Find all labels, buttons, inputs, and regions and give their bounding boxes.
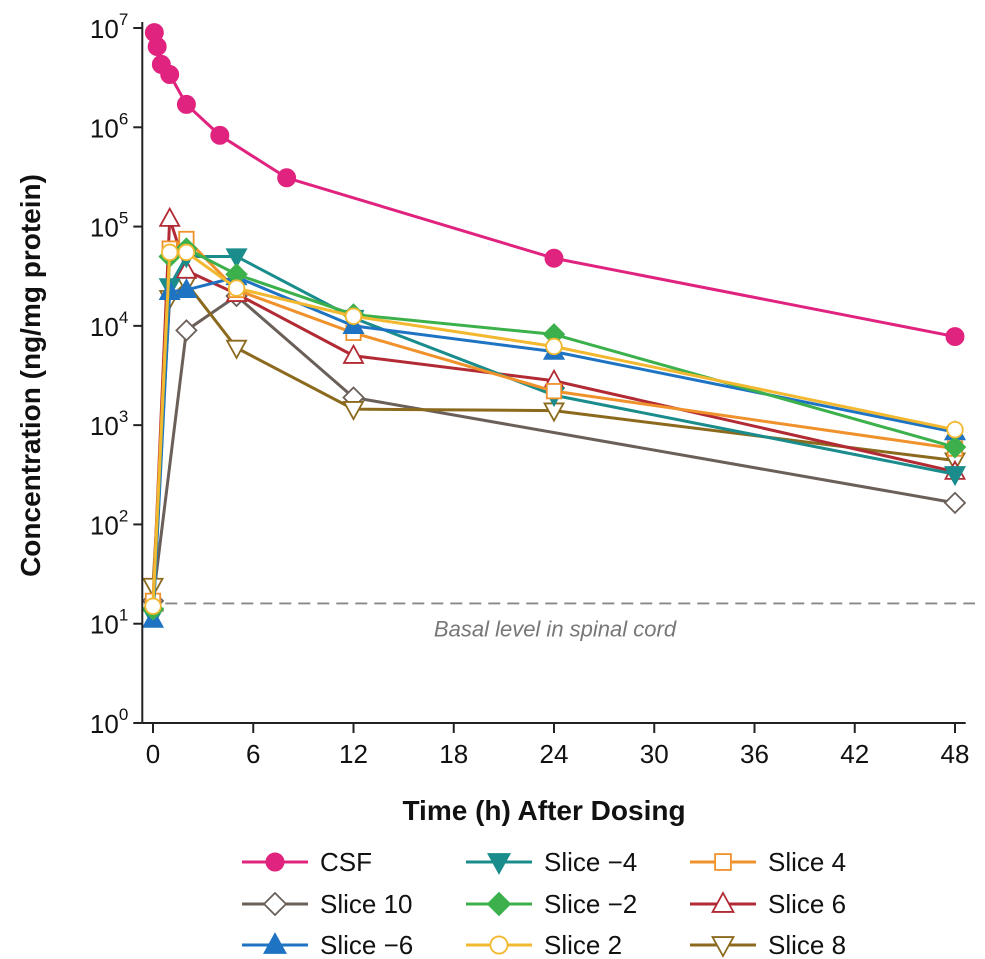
series-line (151, 254, 956, 616)
x-tick-label: 30 (640, 739, 669, 769)
legend-label: Slice 4 (768, 847, 846, 877)
legend-marker (711, 891, 735, 913)
basal-level-label: Basal level in spinal cord (434, 616, 677, 641)
data-point (943, 466, 967, 487)
data-point (160, 65, 180, 84)
series-slice-minus-4 (141, 248, 967, 628)
series-slice-2 (144, 243, 964, 615)
legend-marker (489, 935, 509, 955)
data-point (225, 339, 248, 360)
legend-item-csf: CSF (242, 847, 372, 877)
legend-marker (486, 891, 512, 917)
data-point (158, 206, 181, 227)
series-csf (144, 23, 965, 347)
data-point (176, 94, 196, 114)
x-tick-label: 24 (540, 739, 569, 769)
series-line (151, 250, 956, 607)
data-point (342, 401, 365, 421)
data-point (175, 319, 198, 342)
y-axis-ticks: 100 101 102 103 104 105 106 107 (90, 10, 143, 739)
data-point (144, 597, 162, 615)
data-point (225, 248, 248, 269)
legend-marker (265, 852, 285, 872)
data-point (946, 420, 964, 439)
legend-label: Slice 10 (320, 889, 413, 919)
x-tick-label: 48 (941, 739, 970, 769)
x-tick-label: 36 (740, 739, 769, 769)
series-line (152, 32, 956, 339)
data-point (210, 125, 230, 145)
x-tick-label: 42 (840, 739, 869, 769)
data-point (545, 383, 563, 400)
legend-item-slice-minus-4: Slice −4 (466, 847, 637, 877)
data-point (943, 491, 967, 515)
data-point (945, 327, 965, 347)
data-point (342, 343, 365, 364)
legend-label: Slice 6 (768, 889, 846, 919)
data-point (227, 279, 246, 297)
y-tick-label: 107 (90, 10, 128, 44)
legend-marker (262, 891, 288, 917)
legend-marker (711, 936, 735, 958)
legend-item-slice-4: Slice 4 (690, 847, 846, 877)
data-point (544, 248, 564, 268)
legend-marker (714, 853, 732, 871)
legend-marker (487, 853, 511, 875)
y-tick-label: 106 (90, 109, 128, 143)
data-point (545, 337, 563, 356)
data-point (943, 435, 967, 459)
data-point (161, 243, 179, 262)
data-point (175, 258, 198, 279)
legend-label: CSF (320, 847, 372, 877)
series-layer (141, 23, 967, 628)
data-point (177, 243, 196, 262)
y-tick-label: 105 (90, 209, 128, 243)
y-tick-label: 102 (90, 506, 128, 540)
reference-layer: Basal level in spinal cord (146, 602, 975, 641)
legend: CSF Slice −4 Slice 4 Slice 10 Slice −2 Slice … (242, 847, 846, 959)
y-tick-label: 100 (90, 705, 128, 739)
y-axis-title: Concentration (ng/mg protein) (15, 174, 46, 577)
data-point (344, 307, 363, 325)
data-point (147, 37, 167, 57)
x-tick-label: 12 (339, 739, 368, 769)
legend-item-slice-2: Slice 2 (466, 930, 622, 959)
legend-label: Slice 2 (544, 930, 622, 959)
x-tick-label: 18 (439, 739, 468, 769)
legend-marker (263, 932, 287, 954)
legend-item-slice-6: Slice 6 (690, 889, 846, 919)
legend-label: Slice 8 (768, 930, 846, 959)
legend-item-slice-minus-6: Slice −6 (242, 930, 413, 959)
data-point (175, 278, 198, 299)
y-tick-label: 103 (90, 407, 128, 441)
data-point (158, 279, 181, 300)
x-axis-title: Time (h) After Dosing (402, 795, 685, 826)
x-tick-label: 0 (146, 739, 160, 769)
legend-item-slice-10: Slice 10 (242, 889, 413, 919)
legend-item-slice-minus-2: Slice −2 (466, 889, 637, 919)
legend-label: Slice −2 (544, 889, 637, 919)
legend-label: Slice −6 (320, 930, 413, 959)
y-tick-label: 104 (90, 308, 128, 342)
y-tick-label: 101 (90, 606, 128, 640)
x-tick-label: 6 (246, 739, 260, 769)
data-point (277, 168, 297, 188)
legend-label: Slice −4 (544, 847, 637, 877)
legend-item-slice-8: Slice 8 (690, 930, 846, 959)
x-axis-ticks: 0 6 12 18 24 30 36 42 48 (146, 723, 970, 769)
axes-layer: 100 101 102 103 104 105 106 107 0 6 12 18 24 30 36 42 4… (15, 10, 969, 826)
